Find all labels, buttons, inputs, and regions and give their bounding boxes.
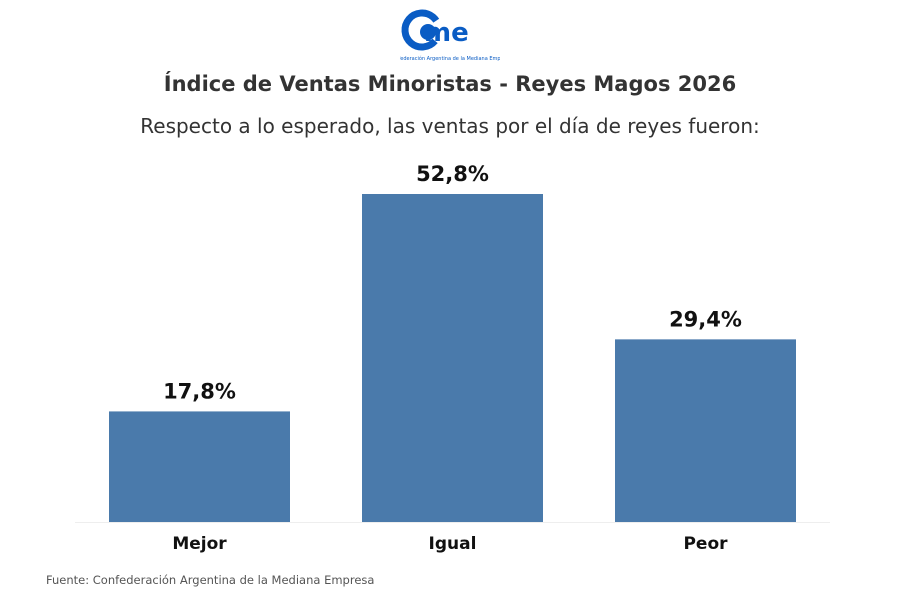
x-tick-label: Mejor xyxy=(172,534,227,554)
source-note: Fuente: Confederación Argentina de la Me… xyxy=(46,573,375,587)
bar-peor xyxy=(615,339,796,522)
bar-igual xyxy=(362,194,543,522)
data-label: 29,4% xyxy=(669,307,742,331)
bar-mejor xyxy=(109,411,290,522)
chart-subtitle: Respecto a lo esperado, las ventas por e… xyxy=(140,114,760,138)
svg-text:Confederación Argentina de la: Confederación Argentina de la Mediana Em… xyxy=(400,55,500,62)
x-tick-label: Igual xyxy=(429,534,477,554)
data-label: 52,8% xyxy=(416,162,489,186)
came-logo: me Confederación Argentina de la Mediana… xyxy=(400,9,500,62)
x-tick-label: Peor xyxy=(683,534,728,554)
chart-title: Índice de Ventas Minoristas - Reyes Mago… xyxy=(163,72,737,96)
data-label: 17,8% xyxy=(163,379,236,403)
